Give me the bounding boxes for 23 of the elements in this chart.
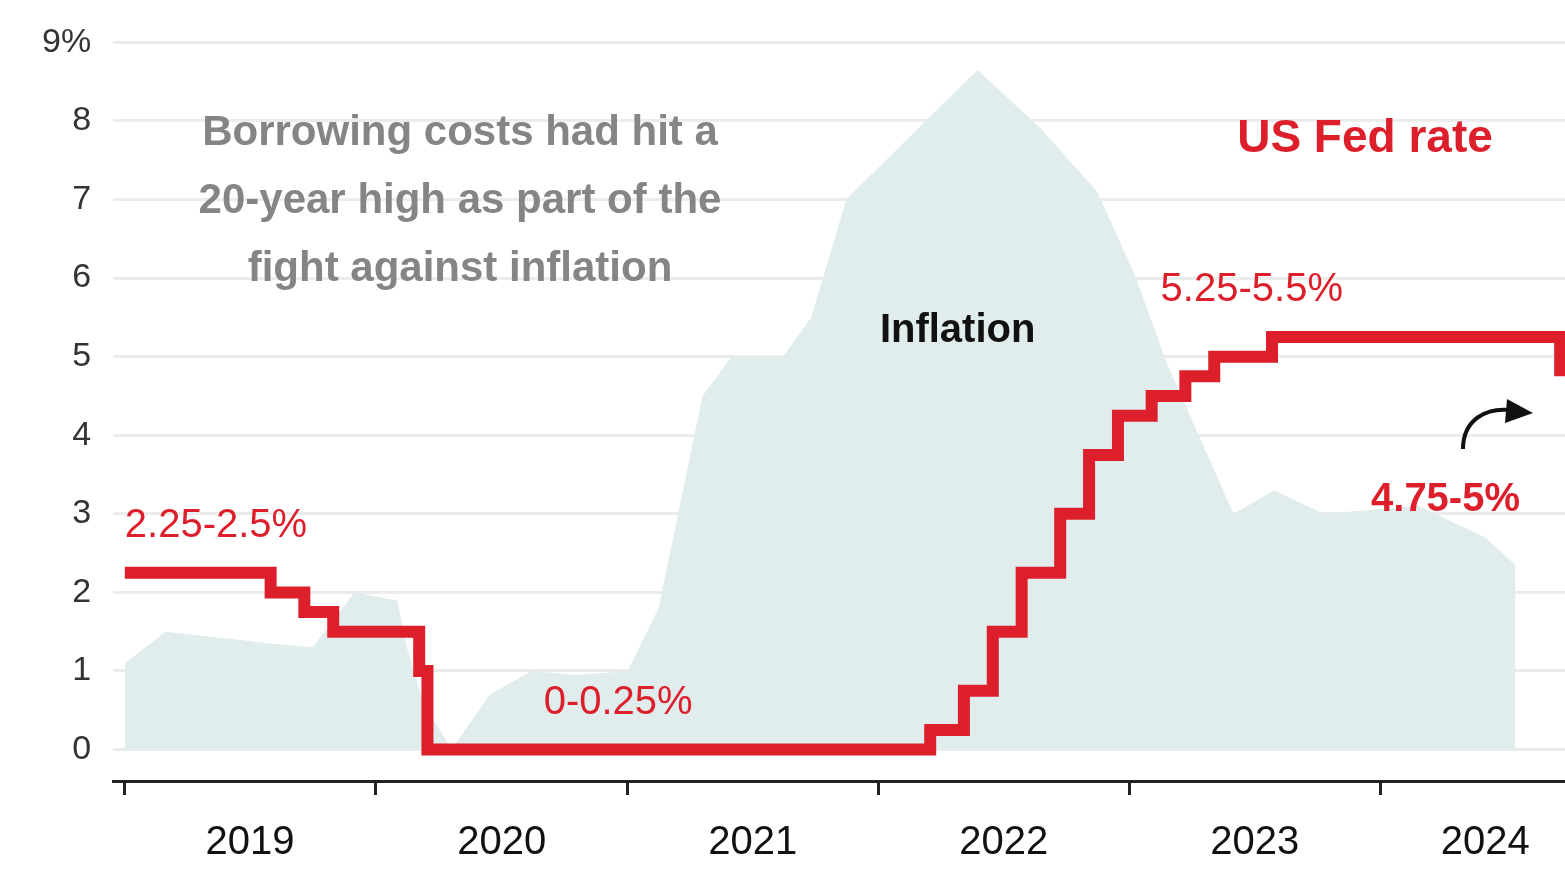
y-tick-label: 9% [42,20,92,59]
x-tick-label: 2023 [1210,818,1300,863]
series-label: Inflation [879,305,1036,350]
y-tick-label: 4 [72,413,92,452]
y-tick-label: 3 [72,492,92,531]
annotation: 4.75-5% [1371,475,1520,520]
y-tick-label: 0 [72,727,92,766]
y-tick-label: 8 [72,99,92,138]
text: US Fed rate [1237,110,1493,163]
x-tick-label: 2024 [1440,818,1530,863]
x-tick-label: 2021 [708,818,798,863]
annotation: 2.25-2.5% [124,500,308,545]
annotation: 0-0.25% [543,677,693,722]
y-tick-label: 6 [72,256,92,295]
text: Borrowing costs had hit a 20-year high as part of the fight against inflation [198,107,722,290]
y-tick-label: 2 [72,570,92,609]
annotation: 5.25-5.5% [1160,265,1343,310]
x-tick-label: 2022 [959,818,1049,863]
y-tick-label: 1 [72,649,92,688]
x-tick-label: 2020 [457,818,547,863]
x-tick-label: 2019 [205,818,295,863]
y-tick-label: 7 [72,177,92,216]
y-tick-label: 5 [72,335,92,374]
